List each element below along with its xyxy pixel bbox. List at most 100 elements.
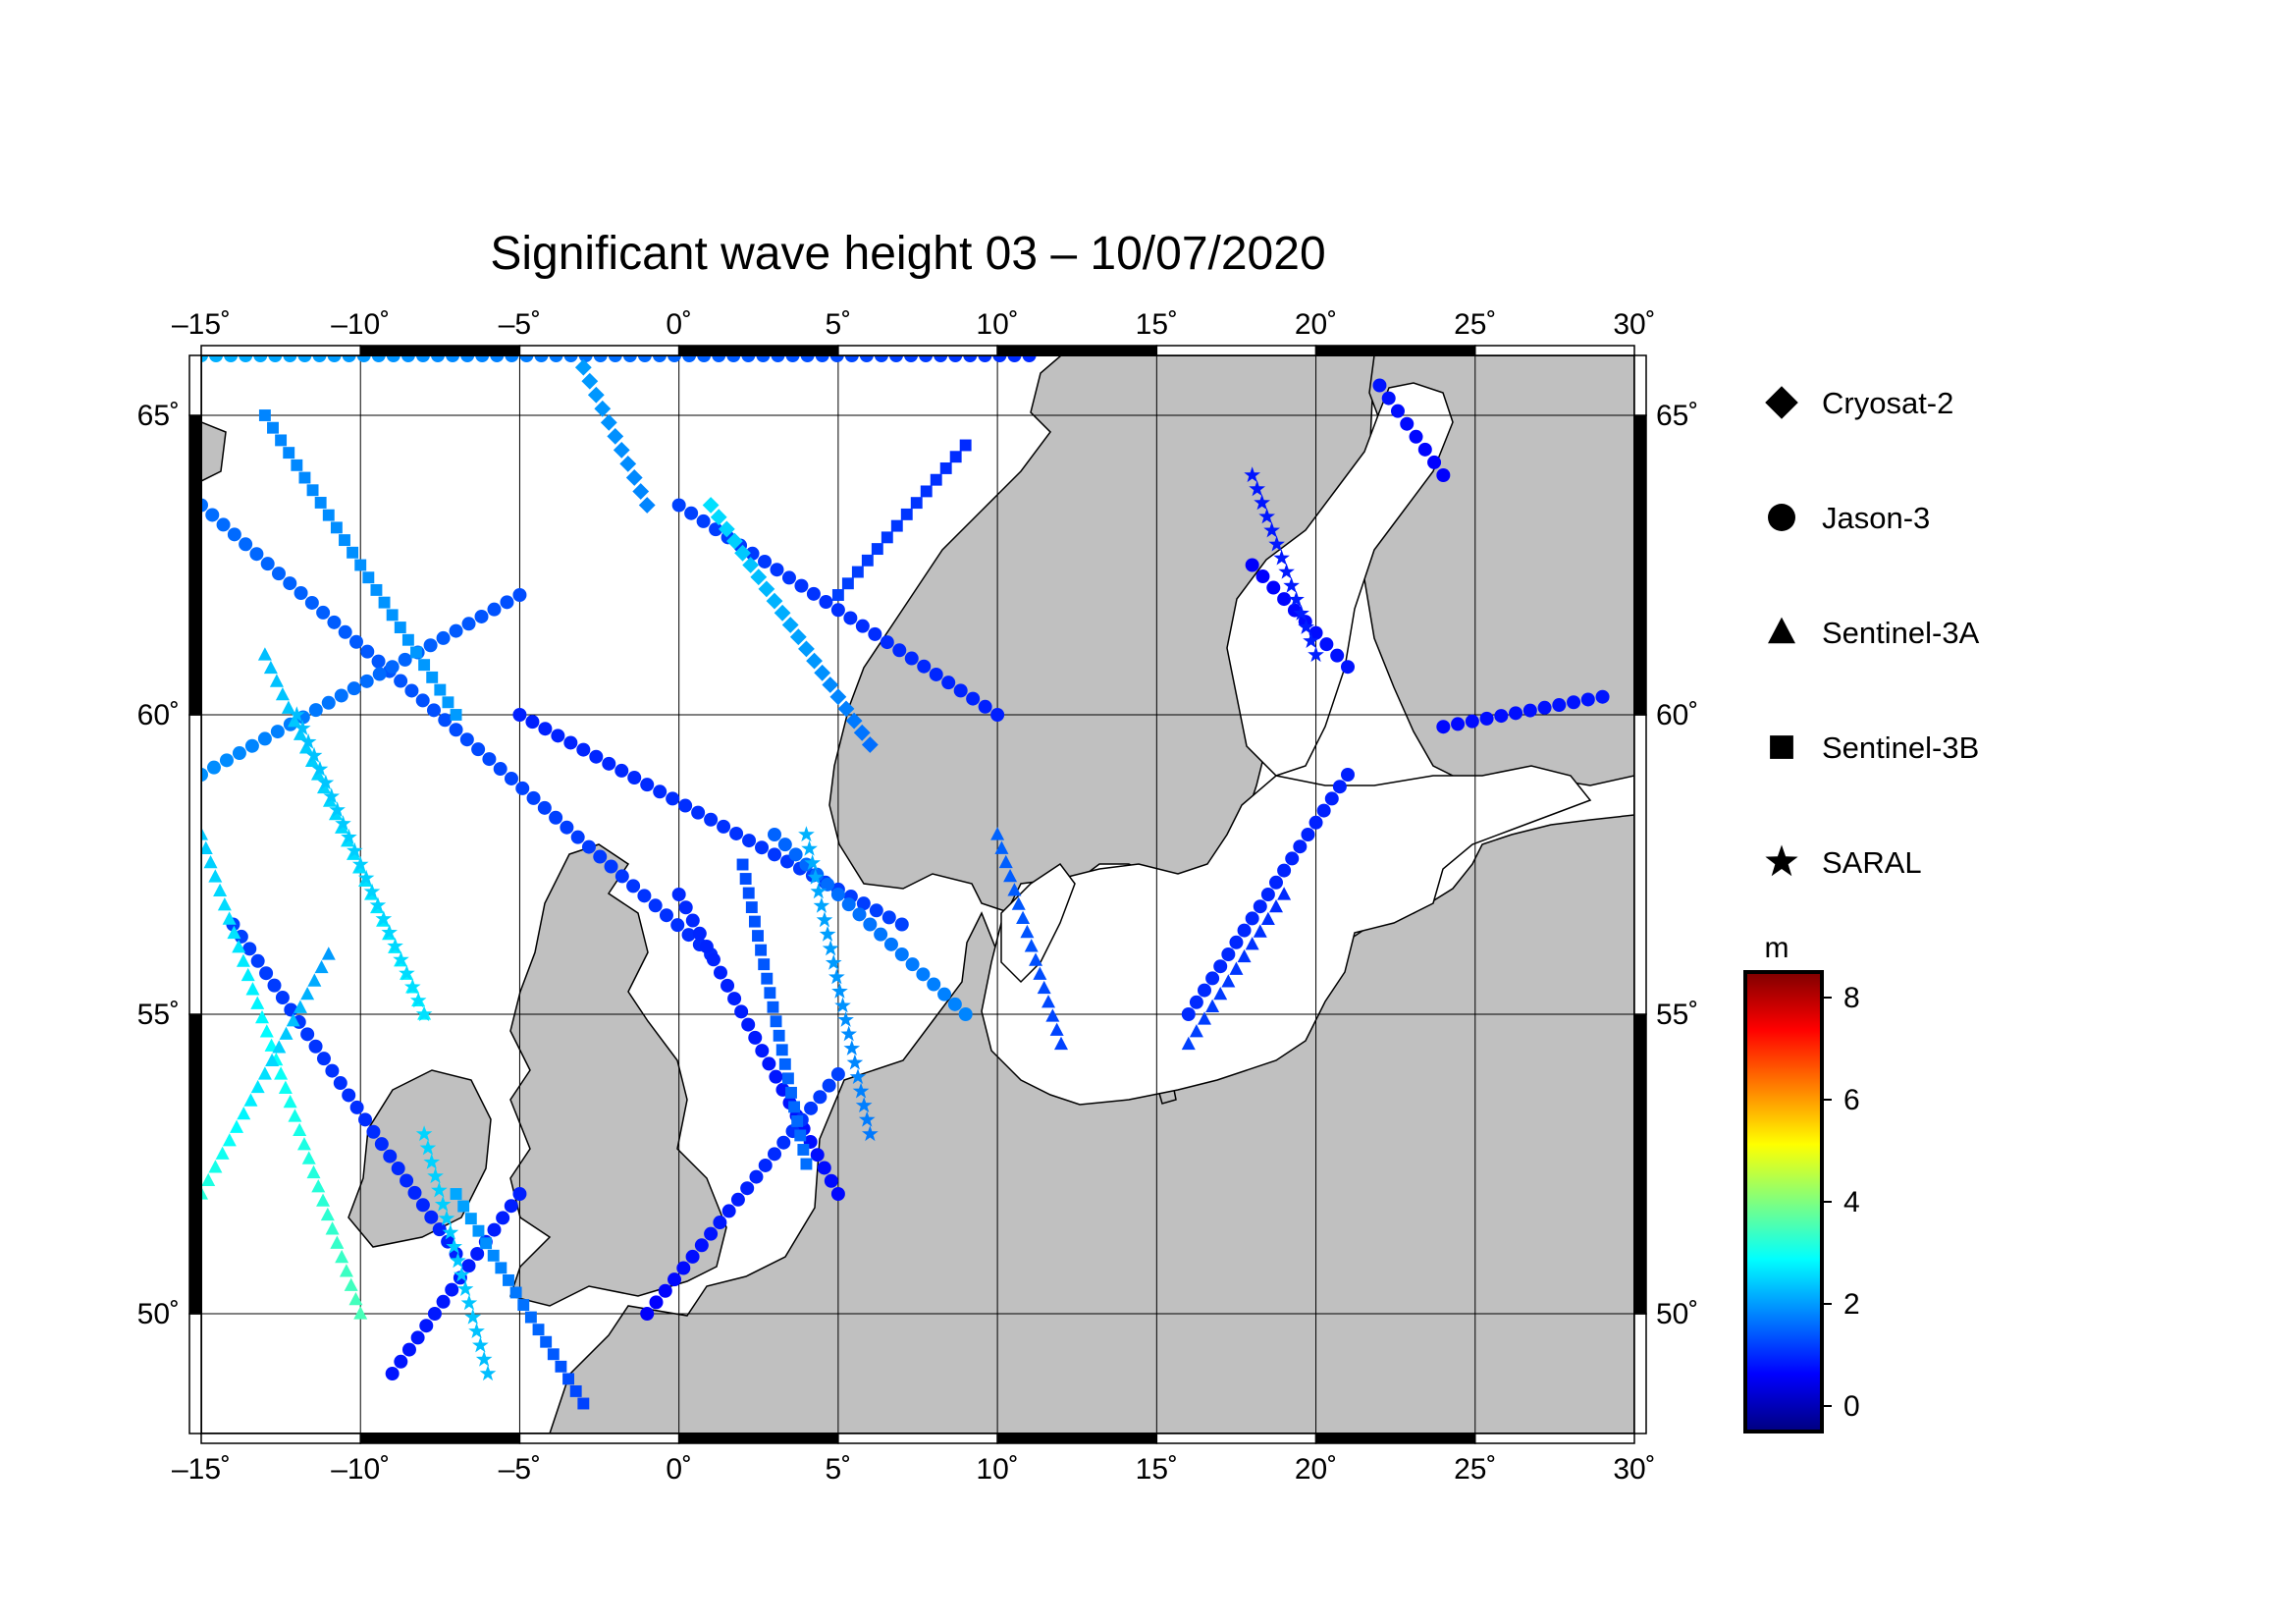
track-point-circle [762, 1056, 776, 1071]
track-point-square [900, 508, 913, 520]
track-point-circle [342, 355, 356, 362]
track-point-triangle [201, 840, 213, 854]
track-point-circle [794, 578, 809, 593]
track-point-circle [978, 355, 992, 362]
frame-bar-top [518, 345, 680, 356]
track-point-circle [756, 355, 771, 362]
track-point-triangle [293, 727, 307, 740]
track-point-star [329, 801, 346, 818]
track-point-square [394, 622, 406, 633]
track-point-circle [727, 992, 742, 1006]
lon-tick-label: 20˚ [1295, 1453, 1337, 1486]
track-point-circle [283, 355, 297, 362]
track-point-square [503, 1273, 514, 1286]
track-point-diamond [742, 557, 760, 573]
track-point-circle [474, 609, 489, 623]
track-point-triangle [208, 1160, 223, 1173]
track-point-circle [460, 355, 475, 362]
track-point-circle [538, 722, 553, 736]
track-point-circle [963, 355, 978, 362]
track-point-star [294, 720, 311, 735]
lon-tick-label: 0˚ [666, 308, 692, 341]
track-point-circle [1390, 404, 1405, 418]
track-point-circle [581, 839, 596, 854]
track-point-circle [706, 952, 721, 967]
lon-tick-label: –15˚ [172, 308, 231, 341]
track-point-circle [570, 830, 585, 844]
track-point-triangle [300, 986, 315, 1001]
track-point-circle [937, 987, 952, 1001]
track-point-triangle [272, 1040, 287, 1054]
track-point-circle [415, 693, 430, 708]
track-point-diamond [613, 441, 630, 459]
frame-bar-left [188, 414, 202, 716]
track-point-circle [253, 355, 268, 362]
track-point-circle [1308, 815, 1323, 830]
lon-tick-label: 5˚ [826, 308, 852, 341]
track-point-circle [308, 703, 323, 718]
track-point-circle [824, 1173, 838, 1188]
track-point-triangle [321, 947, 336, 960]
track-point-circle [648, 898, 663, 913]
colorbar-gradient [1743, 970, 1824, 1434]
track-point-circle [678, 798, 693, 813]
track-point-triangle [269, 674, 284, 687]
track-point-circle [576, 742, 591, 757]
track-point-circle [749, 1169, 764, 1184]
track-point-circle [649, 1295, 664, 1310]
track-point-circle [493, 762, 507, 777]
track-point-circle [316, 605, 331, 620]
track-point-square [472, 1224, 485, 1237]
track-point-square [509, 1286, 522, 1299]
track-point-star [1244, 466, 1260, 483]
track-point-circle [721, 1204, 736, 1218]
track-point-triangle [1003, 869, 1018, 883]
track-point-circle [685, 913, 700, 928]
track-point-circle [1341, 768, 1355, 782]
track-point-star [822, 940, 839, 956]
lon-tick-label: –5˚ [499, 308, 541, 341]
track-point-circle [770, 563, 784, 577]
track-point-star [862, 1125, 879, 1142]
track-point-circle [692, 926, 707, 941]
frame-bar-left [188, 354, 202, 416]
track-point-circle [758, 1158, 773, 1172]
track-point-triangle [213, 883, 228, 897]
track-point-triangle [1189, 1024, 1203, 1038]
track-point-triangle [1041, 995, 1056, 1008]
sea-gulf-of-bothnia [1226, 382, 1454, 777]
track-point-circle [659, 908, 673, 923]
track-point-circle [1205, 971, 1220, 986]
track-point-circle [1537, 700, 1552, 715]
track-point-circle [604, 859, 618, 874]
track-point-star [399, 964, 415, 981]
track-point-square [354, 559, 367, 571]
track-point-square [378, 596, 391, 609]
track-point-square [959, 439, 972, 452]
track-point-star [1263, 521, 1280, 538]
track-point-circle [905, 957, 920, 972]
track-point-circle [201, 355, 208, 362]
track-point-circle [1260, 888, 1275, 901]
track-point-circle [640, 778, 655, 792]
track-point-triangle [255, 1009, 270, 1024]
track-point-circle [788, 847, 803, 862]
track-point-circle [869, 903, 883, 918]
lon-tick-label: 30˚ [1613, 308, 1655, 341]
track-point-circle [334, 688, 348, 703]
track-point-star [387, 937, 403, 953]
track-point-circle [769, 1069, 783, 1084]
track-point-star [409, 992, 427, 1008]
track-point-triangle [1054, 1036, 1068, 1051]
frame-bar-top [837, 345, 998, 356]
track-point-triangle [1020, 924, 1035, 939]
track-point-diamond [718, 520, 735, 538]
track-point-star [1273, 549, 1290, 566]
track-point-circle [777, 838, 792, 852]
track-point-square [267, 421, 279, 434]
track-point-circle [515, 781, 530, 795]
track-point-triangle [250, 1079, 265, 1094]
track-point-star [852, 1082, 870, 1099]
track-point-square [487, 1249, 500, 1262]
track-point-circle [475, 355, 490, 362]
